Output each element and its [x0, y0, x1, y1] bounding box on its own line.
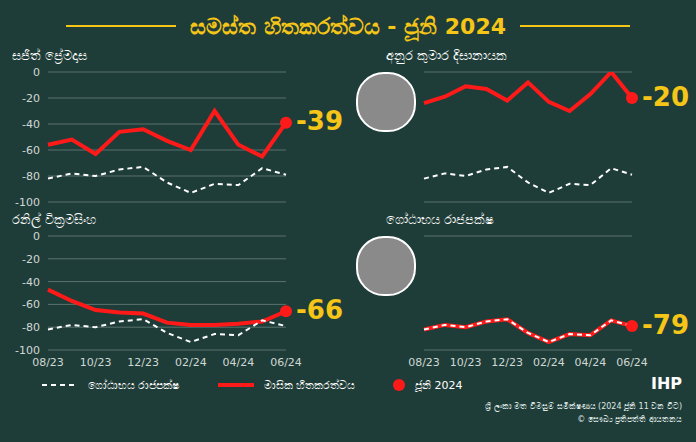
svg-text:-20: -20 — [22, 92, 40, 105]
svg-text:-80: -80 — [22, 170, 40, 183]
svg-text:-20: -20 — [642, 82, 689, 112]
html-text:IHP: IHP — [650, 374, 682, 393]
html-text:අනුර කුමාර දිසානායක: අනුර කුමාර දිසානායක — [386, 48, 508, 63]
svg-text:-79: -79 — [642, 310, 689, 340]
svg-text:-39: -39 — [296, 106, 343, 136]
svg-text:-20: -20 — [22, 253, 40, 266]
svg-text:-60: -60 — [22, 298, 40, 311]
svg-text:12/23: 12/23 — [491, 356, 523, 369]
svg-text:04/24: 04/24 — [575, 356, 607, 369]
svg-text:04/24: 04/24 — [223, 356, 255, 369]
svg-text:10/23: 10/23 — [80, 356, 112, 369]
svg-text:08/23: 08/23 — [408, 356, 440, 369]
svg-text:-80: -80 — [22, 321, 40, 334]
html-text:ගෝඨාභය රාජපක්ෂ: ගෝඨාභය රාජපක්ෂ — [386, 212, 495, 227]
svg-text:02/24: 02/24 — [175, 356, 207, 369]
svg-text:0: 0 — [33, 230, 40, 243]
svg-text:02/24: 02/24 — [533, 356, 565, 369]
html-text:© සෞඛ්‍ය ප්‍රතිපත්ති ආයතනය: © සෞඛ්‍ය ප්‍රතිපත්ති ආයතනය — [577, 415, 682, 424]
svg-text:-66: -66 — [296, 295, 343, 325]
svg-text:-100: -100 — [15, 344, 40, 357]
html-text:සමස්ත හිතකරත්වය - ජූනි 2024: සමස්ත හිතකරත්වය - ජූනි 2024 — [190, 13, 506, 39]
svg-text:06/24: 06/24 — [616, 356, 648, 369]
html-text:ගෝඨාභය රාජපක්ෂ: ගෝඨාභය රාජපක්ෂ — [88, 378, 180, 392]
html-text:රනිල් වික්‍රමසිංහ: රනිල් වික්‍රමසිංහ — [12, 212, 97, 227]
svg-text:0: 0 — [33, 66, 40, 79]
svg-text:-40: -40 — [22, 276, 40, 289]
svg-text:10/23: 10/23 — [450, 356, 482, 369]
html-text:ශ්‍රී ලංකා මත විමසුම් සමීක්ෂණය: ශ්‍රී ලංකා මත විමසුම් සමීක්ෂණය (2024 ජූන… — [485, 402, 682, 411]
svg-text:08/23: 08/23 — [32, 356, 64, 369]
svg-text:06/24: 06/24 — [270, 356, 302, 369]
svg-text:-60: -60 — [22, 144, 40, 157]
html-text:සජිත් ප්‍රේමදාස: සජිත් ප්‍රේමදාස — [12, 48, 88, 63]
html-text:ජූනි 2024: ජූනි 2024 — [415, 378, 463, 392]
svg-text:12/23: 12/23 — [127, 356, 159, 369]
html-text:මාසික හිතකරත්වය: මාසික හිතකරත්වය — [263, 378, 355, 392]
svg-text:-40: -40 — [22, 118, 40, 131]
svg-text:-100: -100 — [15, 196, 40, 208]
